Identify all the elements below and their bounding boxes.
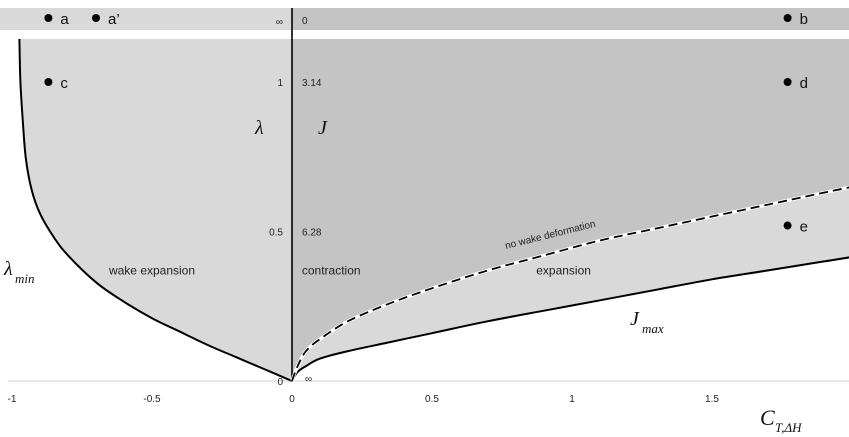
lambda-tick-labels: 1 0.5 0 ∞	[269, 17, 283, 388]
svg-text:min: min	[15, 271, 35, 286]
svg-text:max: max	[642, 321, 664, 336]
x-tick-label: 1	[569, 394, 575, 405]
point-label: e	[800, 219, 808, 236]
point-marker	[44, 78, 53, 86]
point-label: a	[60, 11, 69, 28]
x-tick-label: -0.5	[143, 394, 161, 405]
j-tick-labels: 3.14 6.28 0	[302, 16, 322, 239]
point-marker	[783, 14, 792, 22]
j-tick-label: 0	[302, 16, 308, 27]
j-axis-label: J	[318, 117, 328, 139]
region-label: wake expansion	[108, 263, 195, 277]
svg-text:T,ΔH: T,ΔH	[775, 420, 802, 435]
point-label: a’	[108, 11, 120, 28]
region-labels: wake expansion contraction expansion	[108, 263, 591, 277]
svg-text:λ: λ	[3, 258, 13, 280]
point-marker	[783, 78, 792, 86]
point-label: d	[800, 75, 808, 92]
lambda-tick-label: 0	[277, 377, 283, 388]
x-tick-label: -1	[8, 394, 17, 405]
lambda-min-label: λ min	[3, 258, 35, 286]
region-right-dark	[292, 39, 849, 381]
x-tick-labels: -1 -0.5 0 0.5 1 1.5	[8, 394, 720, 405]
point-label: b	[800, 11, 808, 28]
point-label: c	[60, 75, 68, 92]
lambda-tick-label: 1	[277, 78, 283, 89]
j-tick-label: 6.28	[302, 228, 322, 239]
lambda-axis-label: λ	[254, 117, 264, 139]
curve-j-max	[291, 255, 849, 382]
top-band-right	[292, 8, 849, 30]
x-axis-label: C T,ΔH	[760, 405, 802, 435]
j-origin-infinity: ∞	[305, 374, 312, 385]
x-tick-label: 0.5	[425, 394, 439, 405]
j-max-label: J max	[630, 308, 664, 336]
lambda-tick-label: 0.5	[269, 228, 283, 239]
region-label: contraction	[302, 263, 361, 277]
x-tick-label: 1.5	[705, 394, 719, 405]
point-marker	[92, 14, 100, 22]
curve-lambda-min	[18, 38, 293, 382]
region-right-light	[292, 185, 849, 381]
curve-no-wake-deformation	[291, 185, 849, 382]
region-left-light	[19, 39, 293, 381]
region-label: expansion	[536, 263, 591, 277]
svg-text:J: J	[630, 308, 640, 330]
x-tick-label: 0	[289, 394, 295, 405]
point-marker	[783, 221, 792, 230]
data-points: a a’ b c d e	[44, 11, 808, 236]
lambda-tick-label: ∞	[276, 17, 283, 28]
j-tick-label: 3.14	[302, 78, 322, 89]
top-band-left	[0, 8, 292, 30]
svg-text:C: C	[760, 405, 775, 430]
point-marker	[44, 14, 53, 22]
